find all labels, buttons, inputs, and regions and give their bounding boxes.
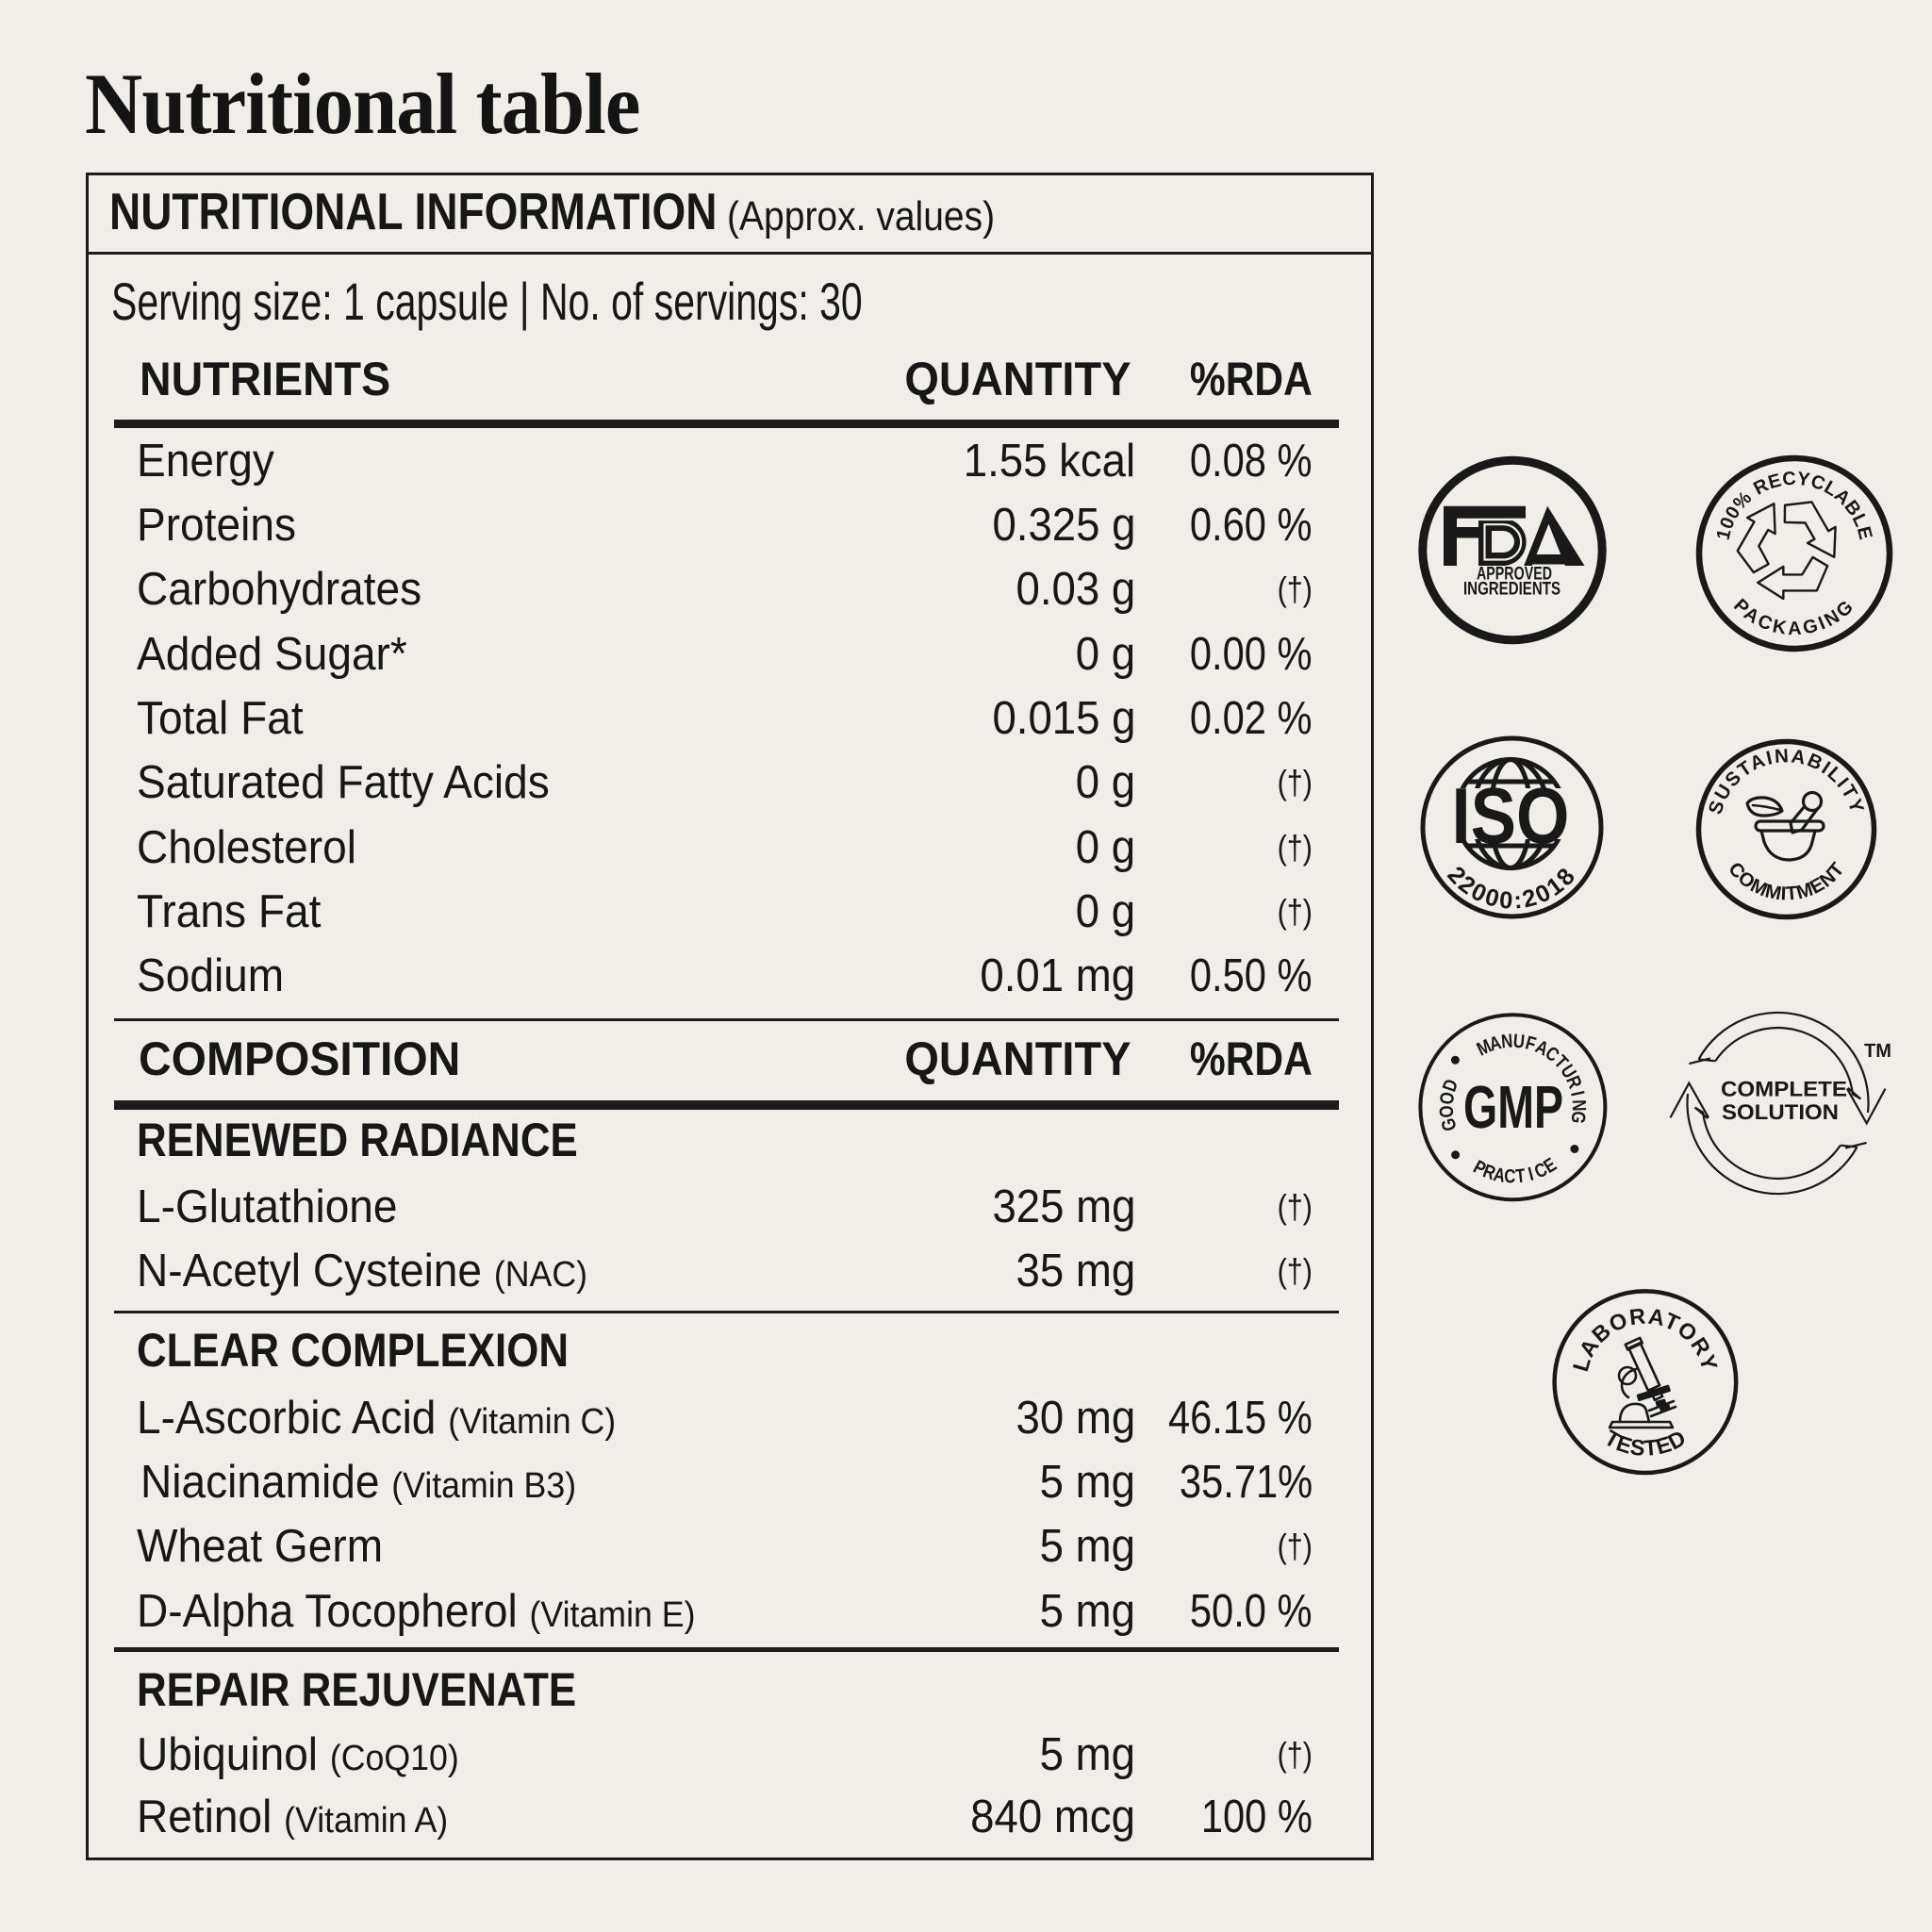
svg-text:PACKAGING: PACKAGING [1729, 595, 1859, 639]
svg-text:INGREDIENTS: INGREDIENTS [1463, 579, 1560, 600]
svg-text:U: U [1512, 1031, 1526, 1053]
svg-text:I: I [1566, 1089, 1588, 1098]
svg-text:LABORATORY: LABORATORY [1568, 1303, 1723, 1374]
svg-text:GMP: GMP [1463, 1073, 1563, 1141]
svg-text:SUSTAINABILITY: SUSTAINABILITY [1704, 745, 1868, 817]
svg-text:COMMITMENT: COMMITMENT [1724, 858, 1849, 905]
svg-text:O: O [1436, 1105, 1459, 1119]
svg-text:G: G [1566, 1110, 1590, 1125]
svg-text:A: A [1492, 1164, 1507, 1187]
svg-text:G: G [1437, 1115, 1461, 1133]
svg-text:TM: TM [1864, 1040, 1891, 1062]
svg-text:N: N [1568, 1099, 1590, 1112]
svg-text:C: C [1504, 1165, 1516, 1187]
svg-text:I: I [1526, 1164, 1536, 1185]
svg-text:APPROVED: APPROVED [1477, 564, 1552, 585]
svg-text:N: N [1500, 1031, 1513, 1053]
svg-text:SOLUTION: SOLUTION [1722, 1100, 1839, 1124]
svg-text:COMPLETE: COMPLETE [1721, 1078, 1847, 1101]
svg-text:TESTED: TESTED [1600, 1425, 1690, 1461]
svg-text:O: O [1436, 1091, 1460, 1106]
svg-text:ISO: ISO [1452, 771, 1570, 860]
svg-text:T: T [1514, 1164, 1527, 1187]
